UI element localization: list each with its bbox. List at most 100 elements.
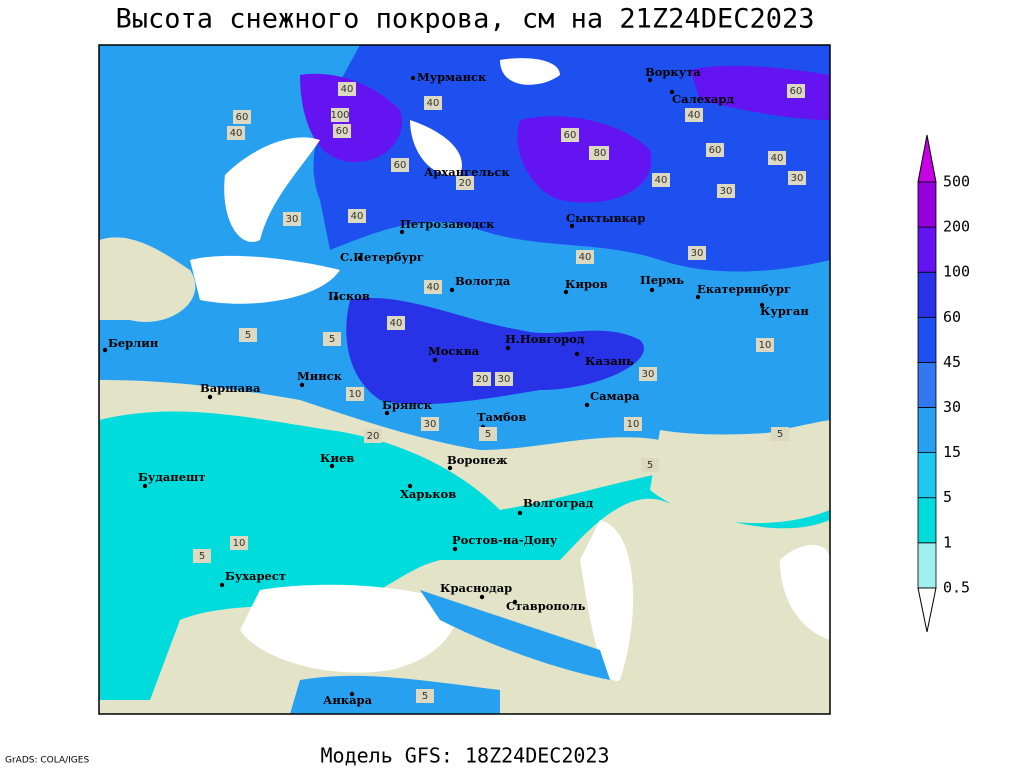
contour-label-box <box>283 212 301 226</box>
contour-label: 60 <box>394 160 407 171</box>
city-label: С.Петербург <box>340 250 424 264</box>
contour-label: 10 <box>349 389 362 400</box>
city-dot <box>584 402 590 408</box>
contour-label: 40 <box>351 211 364 222</box>
contour-label: 5 <box>199 551 205 562</box>
contour-label: 30 <box>642 369 655 380</box>
city-label: Петрозаводск <box>400 217 495 231</box>
city-dot <box>574 351 580 357</box>
city-dot <box>695 294 701 300</box>
city-dot <box>407 483 413 489</box>
contour-label: 30 <box>286 214 299 225</box>
city-label: Волгоград <box>523 496 594 510</box>
city-dot <box>349 691 355 697</box>
contour-label: 30 <box>791 173 804 184</box>
city-label: Екатеринбург <box>697 282 791 296</box>
colorbar-segment <box>917 271 937 318</box>
colorbar-label: 5 <box>943 488 952 506</box>
city-label: Самара <box>590 389 640 403</box>
contour-label: 40 <box>341 84 354 95</box>
contour-label: 20 <box>367 431 380 442</box>
city-dot <box>142 483 148 489</box>
contour-label: 30 <box>498 374 511 385</box>
colorbar-label: 60 <box>943 308 961 326</box>
city-label: Москва <box>428 344 480 358</box>
contour-label: 40 <box>655 175 668 186</box>
contour-label: 40 <box>579 252 592 263</box>
contour-label: 60 <box>790 86 803 97</box>
city-dot <box>329 463 335 469</box>
contour-label: 10 <box>759 340 772 351</box>
city-dot <box>102 347 108 353</box>
city-label: Бухарест <box>225 569 286 583</box>
contour-label-box <box>768 151 786 165</box>
city-label: Киев <box>320 451 354 465</box>
city-label: Псков <box>328 289 370 303</box>
contour-label-box <box>639 367 657 381</box>
colorbar-segment <box>917 316 937 363</box>
contour-label: 5 <box>485 429 491 440</box>
contour-label-box <box>591 146 609 160</box>
colorbar-segment <box>917 542 937 589</box>
city-label: Курган <box>760 304 809 318</box>
contour-label-box <box>421 417 439 431</box>
colorbar-segment <box>917 226 937 273</box>
city-label: Минск <box>297 369 343 383</box>
contour-label-box <box>230 536 248 550</box>
contour-label: 60 <box>709 145 722 156</box>
contour-label-box <box>706 143 724 157</box>
city-dot <box>517 510 523 516</box>
city-dot <box>432 357 438 363</box>
contour-label: 40 <box>427 282 440 293</box>
subtitle: Модель GFS: 18Z24DEC2023 <box>321 744 610 768</box>
colorbar-cap-top <box>917 134 937 183</box>
contour-label-box <box>391 158 409 172</box>
contour-label-box <box>685 108 703 122</box>
contour-label: 80 <box>594 148 607 159</box>
city-dot <box>669 89 675 95</box>
city-dot <box>357 255 363 261</box>
city-dot <box>207 394 213 400</box>
contour-label-box <box>387 316 405 330</box>
city-label: Анкара <box>323 693 373 707</box>
water <box>190 58 830 681</box>
city-label: Салехард <box>672 92 734 106</box>
colorbar-label: 45 <box>943 353 961 371</box>
contour-label-box <box>771 427 789 441</box>
city-label: Мурманск <box>417 70 487 84</box>
city-label: Харьков <box>400 487 456 501</box>
contour-label-box <box>495 372 513 386</box>
city-dot <box>219 582 225 588</box>
colorbar-segment <box>917 407 937 453</box>
contour-label-box <box>479 427 497 441</box>
contour-label: 20 <box>459 178 472 189</box>
contour-label-box <box>346 387 364 401</box>
colorbar-label: 0.5 <box>943 578 970 596</box>
city-label: Краснодар <box>440 581 512 595</box>
city-dot <box>512 599 518 605</box>
contour-label-box <box>473 372 491 386</box>
contour-label: 40 <box>230 128 243 139</box>
city-dot <box>299 382 305 388</box>
city-dot <box>479 594 485 600</box>
city-dot <box>563 289 569 295</box>
city-dot <box>449 287 455 293</box>
contour-label-box <box>787 84 805 98</box>
colorbar-segment <box>917 497 937 544</box>
city-label: Казань <box>585 354 634 368</box>
contour-label: 10 <box>233 538 246 549</box>
city-label: Берлин <box>108 336 159 350</box>
city-label: Архангельск <box>424 165 510 179</box>
contour-label-box <box>233 110 251 124</box>
city-label: Пермь <box>640 273 684 287</box>
contour-label-box <box>561 128 579 142</box>
city-dot <box>384 410 390 416</box>
city-label: Киров <box>565 277 608 291</box>
city-dot <box>399 229 405 235</box>
colorbar-label: 500 <box>943 173 970 191</box>
contour-label-box <box>338 82 356 96</box>
city-label: Ставрополь <box>506 599 586 613</box>
city-label: Тамбов <box>477 410 526 424</box>
city-label: Вологда <box>455 274 511 288</box>
